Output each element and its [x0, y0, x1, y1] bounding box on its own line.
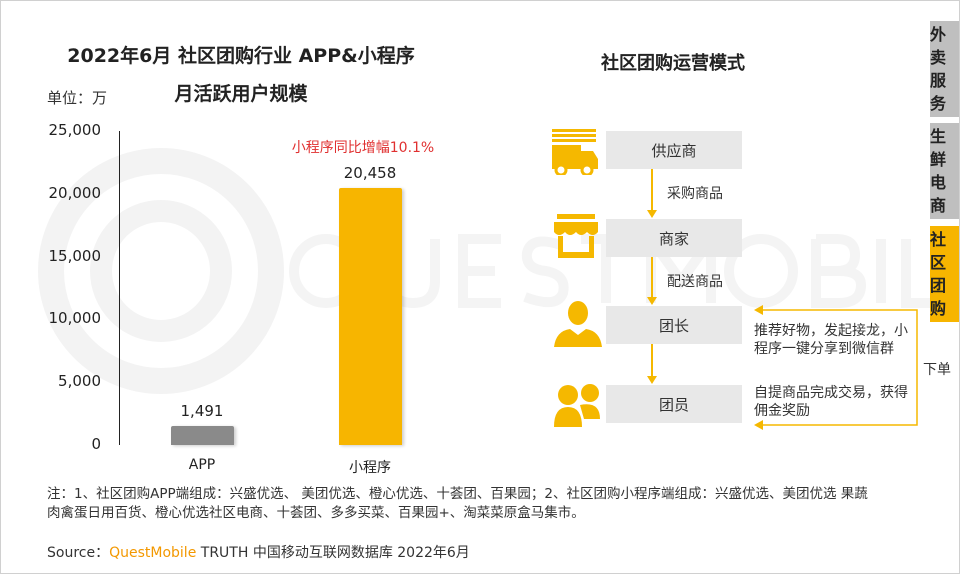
bar-value-label: 1,491 — [180, 402, 224, 421]
edge-label-deliver: 配送商品 — [667, 274, 723, 290]
arrowhead-icon — [647, 297, 657, 305]
arrowhead-icon — [647, 210, 657, 218]
y-tick-label: 0 — [91, 435, 101, 453]
y-tick-label: 15,000 — [48, 246, 102, 265]
arrowhead-icon — [647, 376, 657, 384]
source-brand: QuestMobile — [109, 545, 197, 561]
flow-node-supplier: 供应商 — [606, 131, 742, 169]
bar-app — [170, 426, 234, 445]
x-tick-label: APP — [188, 457, 216, 473]
y-tick-label: 10,000 — [48, 309, 102, 328]
edge-label-purchase: 采购商品 — [667, 186, 723, 202]
y-tick-label: 20,000 — [48, 183, 102, 202]
feedback-text-2: 自提商品完成交易，获得佣金奖励 — [754, 385, 908, 419]
flow-arrow-2 — [651, 257, 653, 298]
source-line: Source：QuestMobile TRUTH 中国移动互联网数据库 2022… — [47, 542, 470, 562]
tab-fresh-ecommerce[interactable]: 生鲜电商 — [930, 123, 959, 219]
leader-icon — [554, 301, 602, 347]
x-tick-label: 小程序 — [349, 460, 391, 476]
chart-title-line2: 月活跃用户规模 — [174, 83, 308, 105]
flow-arrow-1 — [651, 169, 653, 211]
y-tick-label: 25,000 — [48, 121, 102, 139]
bar-chart: 0 5,000 10,000 15,000 20,000 25,000 1,491 APP 20… — [1, 1, 521, 481]
y-tick-label: 5,000 — [58, 372, 101, 391]
bar-value-label: 20,458 — [343, 164, 397, 183]
truck-icon — [552, 129, 598, 175]
unit-label: 单位：万 — [47, 89, 108, 107]
flow-arrow-3 — [651, 344, 653, 377]
flow-node-leader: 团长 — [606, 306, 742, 344]
tab-community-group-buy[interactable]: 社区团购 — [930, 226, 959, 322]
feedback-text-1: 推荐好物，发起接龙，小程序一键分享到微信群 — [754, 323, 908, 357]
y-axis-line — [119, 131, 120, 445]
chart-title-line1: 2022年6月 社区团购行业 APP&小程序 — [67, 45, 415, 67]
flow-node-member: 团员 — [606, 385, 742, 423]
flow-node-merchant: 商家 — [606, 219, 742, 257]
tab-takeaway[interactable]: 外卖服务 — [930, 21, 959, 117]
feedback-label-order: 下单 — [923, 362, 951, 378]
flow-title: 社区团购运营模式 — [601, 53, 745, 74]
feedback-arrow — [754, 305, 918, 430]
bar-miniprogram — [338, 188, 402, 445]
group-icon — [554, 384, 600, 427]
growth-annotation: 小程序同比增幅10.1% — [291, 140, 435, 156]
footnote: 注：1、社区团购APP端组成：兴盛优选、 美团优选、橙心优选、十荟团、百果园；2… — [47, 486, 868, 521]
source-prefix: Source： — [47, 545, 110, 561]
store-icon — [554, 214, 598, 258]
source-suffix: TRUTH 中国移动互联网数据库 2022年6月 — [196, 545, 470, 561]
